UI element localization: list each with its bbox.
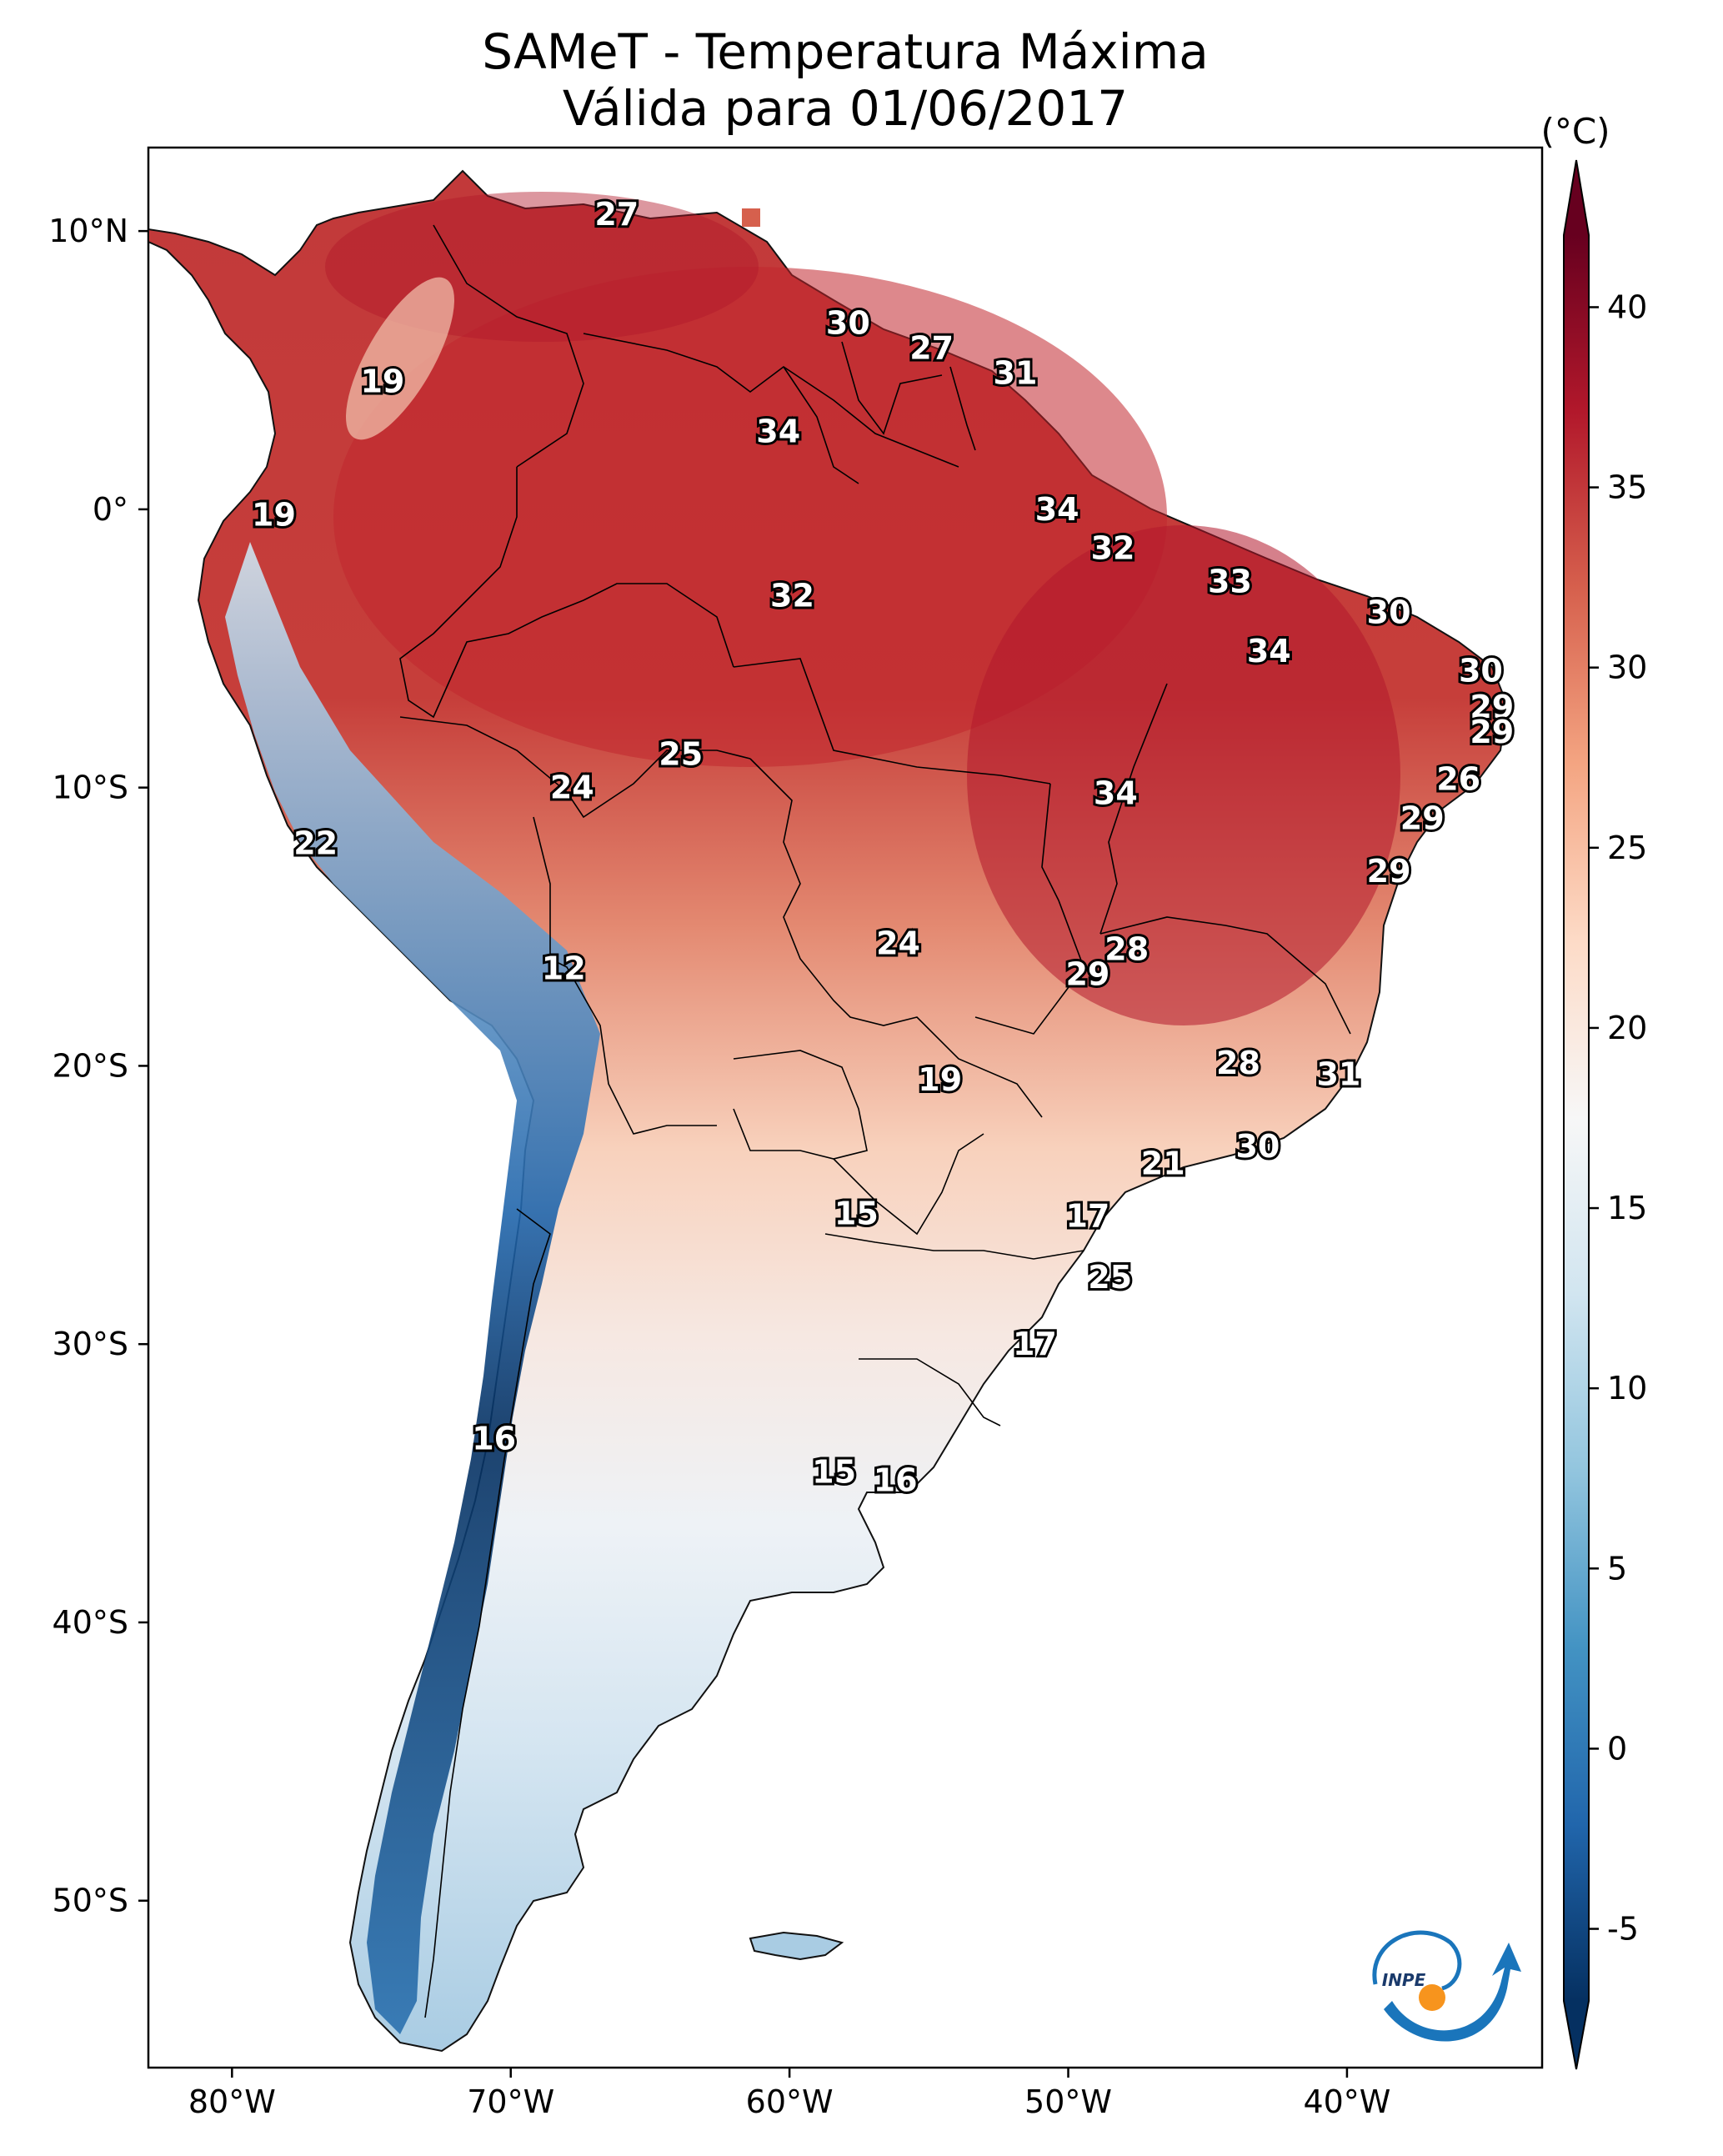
- city-temperature-label: 34: [1247, 633, 1291, 669]
- map-title: SAMeT - Temperatura Máxima: [482, 23, 1209, 80]
- country-borders: [399, 224, 1351, 2018]
- colorbar-body: [1564, 235, 1589, 2001]
- colorbar-tick-label: 40: [1607, 288, 1647, 325]
- city-temperature-label: 29: [1400, 800, 1445, 836]
- x-tick-label: 80°W: [188, 2083, 276, 2120]
- colorbar-tick-label: 25: [1607, 830, 1647, 866]
- city-temperature-label: 22: [293, 825, 338, 861]
- city-temperature-label: 31: [994, 354, 1038, 391]
- andes-cold-strip: [225, 542, 600, 2034]
- city-temperature-label: 19: [918, 1061, 962, 1098]
- y-tick-label: 10°N: [48, 213, 128, 249]
- colorbar: (°C) 40 35 30 25 20 15 10 5 0 -5: [1540, 111, 1647, 2070]
- city-temperature-label: 24: [876, 925, 920, 962]
- city-temperature-label: 29: [1470, 714, 1514, 750]
- city-temperature-label: 33: [1208, 564, 1252, 600]
- city-temperature-label: 25: [659, 736, 703, 773]
- colorbar-tick-label: 5: [1607, 1550, 1627, 1587]
- colorbar-bottom-extension: [1564, 2001, 1589, 2069]
- y-tick-label: 10°S: [53, 770, 128, 806]
- colorbar-tick-label: 20: [1607, 1010, 1647, 1046]
- city-temperature-label: 15: [834, 1195, 879, 1231]
- y-tick-label: 50°S: [53, 1883, 128, 1919]
- city-temperature-label: 17: [1065, 1198, 1109, 1235]
- city-temperature-label: 17: [1013, 1326, 1057, 1362]
- logo-sun-icon: [1419, 1984, 1445, 2011]
- city-temperature-label: 32: [1091, 530, 1135, 567]
- city-temperature-label: 34: [756, 413, 800, 449]
- city-temperature-label: 16: [874, 1462, 918, 1499]
- city-temperature-label: 29: [1367, 853, 1411, 890]
- city-temperature-label: 34: [1094, 775, 1138, 811]
- colorbar-tick-label: 15: [1607, 1190, 1647, 1226]
- city-temperature-label: 30: [1459, 652, 1503, 689]
- city-temperature-label: 30: [1367, 594, 1411, 630]
- map-subtitle: Válida para 01/06/2017: [563, 80, 1128, 137]
- colorbar-tick-label: 0: [1607, 1730, 1627, 1767]
- city-temperature-label: 30: [1235, 1128, 1280, 1165]
- colorbar-unit: (°C): [1540, 111, 1610, 152]
- y-tick-label: 0°: [93, 491, 128, 528]
- x-tick-label: 70°W: [467, 2083, 554, 2120]
- city-temperature-label: 34: [1035, 491, 1079, 528]
- city-temperature-label: 28: [1216, 1045, 1260, 1081]
- map-area: [148, 169, 1509, 2053]
- colombia-highlands: [346, 277, 454, 440]
- colorbar-tick-label: -5: [1607, 1911, 1639, 1948]
- city-temperature-label: 29: [1065, 955, 1109, 992]
- city-temperature-label: 21: [1141, 1145, 1185, 1181]
- colorbar-ticks: 40 35 30 25 20 15 10 5 0 -5: [1589, 288, 1647, 1948]
- city-temperature-label: 16: [472, 1421, 516, 1457]
- inpe-logo: INPE: [1372, 1930, 1521, 2042]
- x-tick-label: 60°W: [746, 2083, 834, 2120]
- city-temperature-label: 32: [770, 577, 814, 614]
- logo-text: INPE: [1382, 1970, 1426, 1990]
- city-temperature-label: 31: [1316, 1055, 1360, 1092]
- city-temperature-label: 24: [550, 770, 594, 806]
- y-tick-label: 40°S: [53, 1604, 128, 1641]
- logo-arrow-icon: [1384, 1943, 1521, 2042]
- city-temperature-label: 12: [542, 950, 586, 987]
- city-temperature-label: 30: [826, 304, 870, 341]
- city-temperature-label: 15: [812, 1454, 856, 1491]
- colorbar-top-extension: [1564, 160, 1589, 235]
- falkland-islands: [749, 1931, 844, 1961]
- city-temperature-label: 29: [1470, 689, 1514, 725]
- hot-region-northeast: [967, 525, 1400, 1025]
- colorbar-tick-label: 10: [1607, 1370, 1647, 1406]
- x-tick-label: 50°W: [1024, 2083, 1112, 2120]
- city-temperature-label: 25: [1088, 1259, 1132, 1296]
- city-temperature-label: 28: [1104, 930, 1149, 967]
- logo-swirl-icon: [1372, 1930, 1462, 1991]
- x-axis-ticks: 80°W 70°W 60°W 50°W 40°W: [188, 2068, 1390, 2120]
- y-tick-label: 30°S: [53, 1326, 128, 1362]
- hot-region-amazon: [333, 267, 1167, 767]
- city-temperature-label: 26: [1436, 761, 1480, 798]
- colorbar-tick-label: 35: [1607, 469, 1647, 506]
- caribbean-island: [742, 208, 760, 227]
- city-temperature-label: 19: [360, 363, 404, 399]
- city-temperature-label: 27: [594, 196, 639, 233]
- x-tick-label: 40°W: [1303, 2083, 1390, 2120]
- y-axis-ticks: 10°N 0° 10°S 20°S 30°S 40°S 50°S: [48, 213, 148, 1919]
- city-temperature-label: 27: [909, 329, 954, 366]
- colorbar-tick-label: 30: [1607, 649, 1647, 686]
- y-tick-label: 20°S: [53, 1047, 128, 1084]
- city-temperature-label: 19: [252, 497, 296, 534]
